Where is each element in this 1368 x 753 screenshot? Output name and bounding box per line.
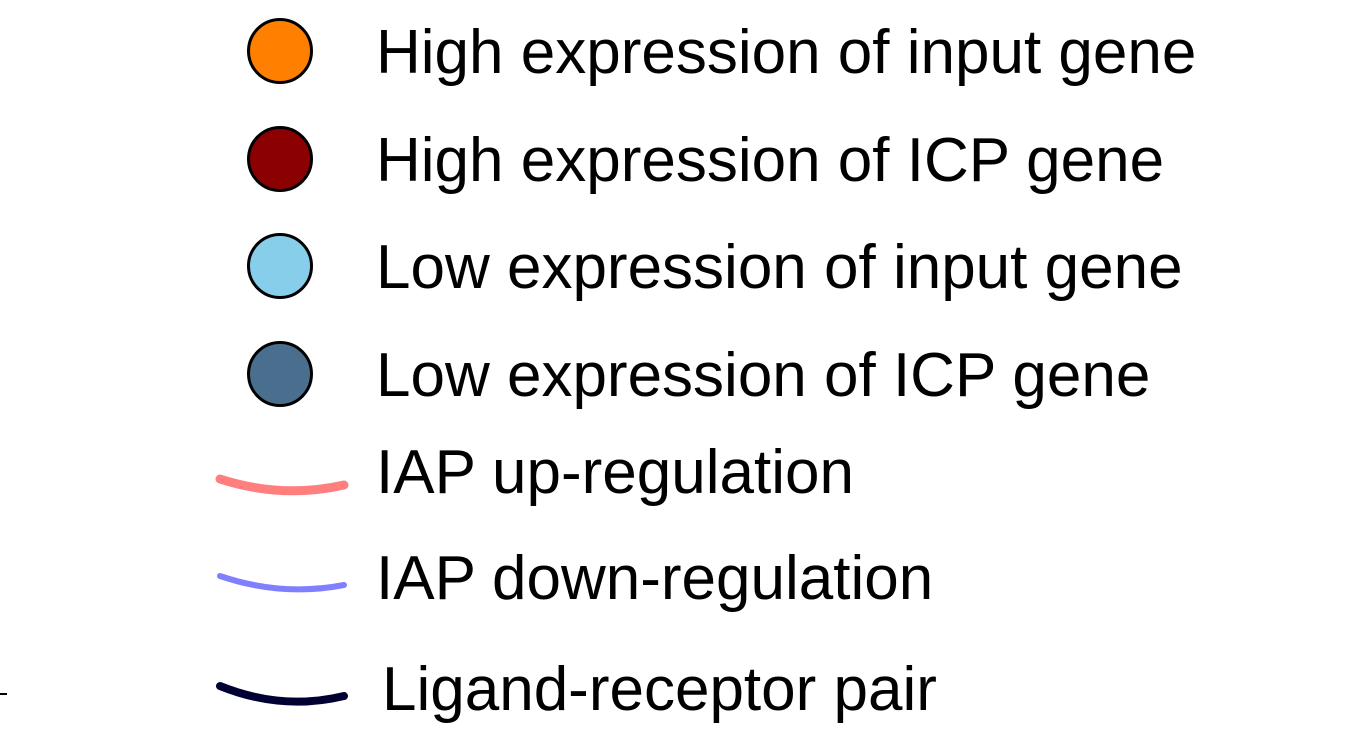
legend-label: High expression of input gene [376,18,1197,87]
legend-symbol [210,640,350,740]
dark-red-circle-icon [247,126,313,192]
legend-label: High expression of ICP gene [376,126,1165,195]
legend-item-high-input: High expression of input gene [210,3,1196,103]
pink-curve-icon [215,474,349,496]
legend-symbol [210,326,350,426]
legend-item-high-icp: High expression of ICP gene [210,111,1164,211]
legend-label: Ligand-receptor pair [382,655,937,724]
legend-symbol [210,529,350,629]
orange-circle-icon [247,18,313,84]
legend-item-iap-down: IAP down-regulation [210,529,933,629]
edge-mark [0,693,7,695]
legend-symbol [210,218,350,318]
legend-item-iap-up: IAP up-regulation [210,423,854,523]
legend-label: IAP down-regulation [376,544,934,613]
legend-item-low-input: Low expression of input gene [210,218,1183,318]
lavender-curve-icon [217,573,347,593]
navy-curve-icon [216,682,348,706]
legend-label: IAP up-regulation [376,438,854,507]
legend-symbol [210,111,350,211]
steel-blue-circle-icon [247,341,313,407]
legend-symbol [210,3,350,103]
legend-item-ligand-receptor: Ligand-receptor pair [210,640,937,740]
light-blue-circle-icon [247,233,313,299]
legend-symbol [210,423,350,523]
legend-label: Low expression of input gene [376,233,1183,302]
legend-label: Low expression of ICP gene [376,341,1151,410]
legend-item-low-icp: Low expression of ICP gene [210,326,1150,426]
